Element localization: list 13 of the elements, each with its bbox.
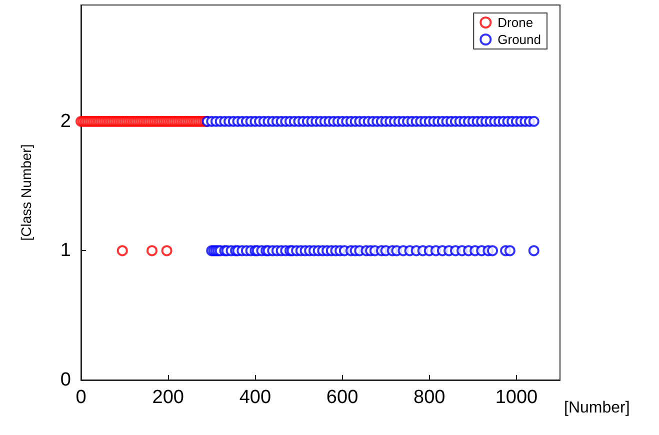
y-tick-label: 2	[60, 110, 71, 132]
x-tick-label: 1000	[495, 387, 538, 408]
x-axis-title: [Number]	[564, 400, 630, 416]
x-tick-label: 400	[239, 387, 272, 408]
y-tick-label: 0	[60, 370, 71, 390]
x-tick-label: 800	[414, 387, 446, 408]
x-tick-label: 0	[76, 387, 86, 408]
y-tick-label: 1	[60, 240, 71, 262]
legend-label: Ground	[498, 32, 542, 47]
legend-label: Drone	[498, 15, 534, 30]
x-tick-label: 600	[326, 387, 358, 408]
x-tick-label: 200	[152, 387, 184, 408]
y-axis-title: [Class Number]	[18, 144, 34, 241]
